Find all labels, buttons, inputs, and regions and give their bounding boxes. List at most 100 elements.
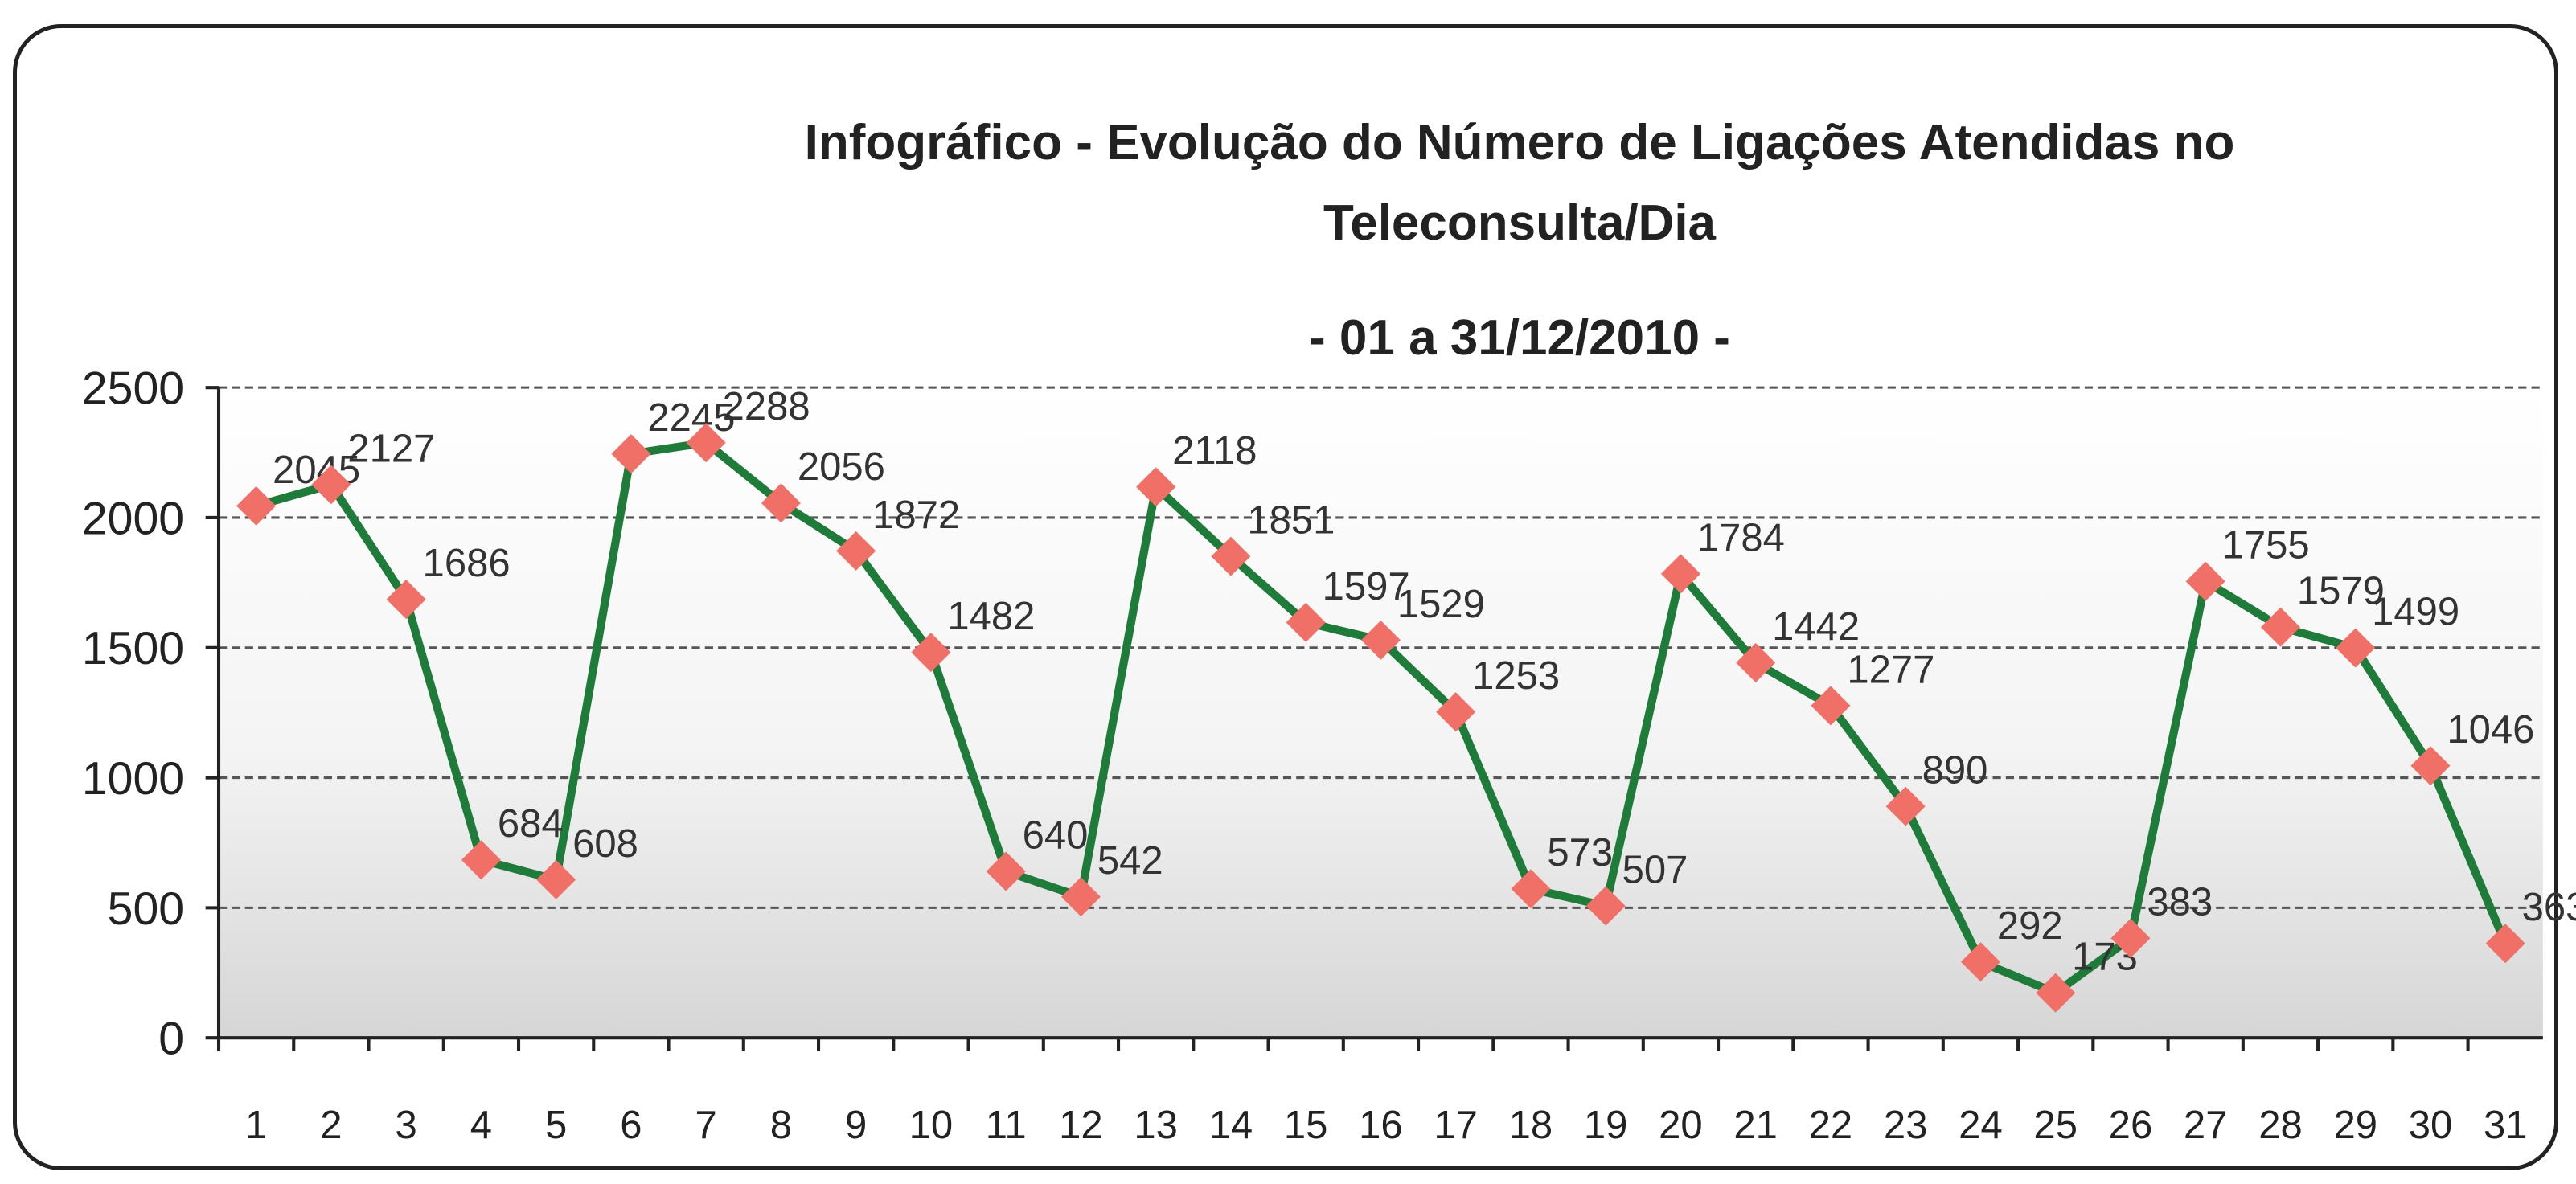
x-tick-label: 7 [695, 1104, 717, 1147]
marker [1960, 942, 2000, 982]
marker [2336, 628, 2376, 668]
data-label: 1499 [2372, 590, 2459, 633]
marker [611, 434, 651, 474]
data-label: 1579 [2297, 570, 2385, 613]
marker [1060, 877, 1101, 917]
x-tick-label: 13 [1134, 1104, 1178, 1147]
marker [2485, 924, 2525, 964]
marker [1436, 692, 1476, 732]
x-tick-label: 30 [2409, 1104, 2453, 1147]
marker [536, 859, 576, 899]
x-tick-label: 15 [1284, 1104, 1328, 1147]
marker [2410, 746, 2451, 786]
data-label: 573 [1547, 831, 1613, 875]
marker [911, 633, 951, 673]
x-tick-label: 29 [2333, 1104, 2377, 1147]
x-tick-label: 5 [545, 1104, 567, 1147]
x-tick-label: 18 [1509, 1104, 1553, 1147]
x-tick-label: 20 [1659, 1104, 1703, 1147]
x-tick-label: 31 [2484, 1104, 2528, 1147]
data-label: 1253 [1472, 654, 1560, 698]
x-tick-label: 3 [396, 1104, 417, 1147]
x-tick-label: 23 [1884, 1104, 1928, 1147]
marker [1660, 554, 1700, 594]
x-tick-label: 19 [1584, 1104, 1628, 1147]
data-label: 1597 [1323, 565, 1410, 608]
x-tick-label: 17 [1434, 1104, 1478, 1147]
data-label: 1482 [947, 595, 1035, 638]
marker [2260, 607, 2300, 647]
data-label: 363 [2522, 886, 2576, 929]
data-label: 1851 [1247, 499, 1335, 543]
x-tick-label: 2 [320, 1104, 342, 1147]
x-tick-label: 10 [909, 1104, 954, 1147]
data-label: 2118 [1172, 429, 1257, 473]
marker [2036, 973, 2076, 1013]
marker [311, 465, 351, 505]
data-label: 640 [1023, 813, 1089, 857]
x-tick-label: 1 [245, 1104, 267, 1147]
data-label: 1686 [423, 542, 511, 585]
x-tick-label: 16 [1359, 1104, 1403, 1147]
y-tick-label: 2000 [82, 493, 184, 544]
data-label: 1755 [2222, 524, 2310, 567]
x-tick-label: 26 [2109, 1104, 2153, 1147]
x-tick-label: 24 [1959, 1104, 2003, 1147]
marker [1885, 786, 1926, 826]
data-label: 1277 [1847, 648, 1934, 691]
data-label: 1046 [2447, 708, 2534, 752]
x-tick-label: 8 [770, 1104, 792, 1147]
data-label: 684 [498, 802, 564, 846]
data-label: 1784 [1697, 516, 1785, 559]
x-tick-label: 14 [1209, 1104, 1253, 1147]
x-tick-label: 9 [845, 1104, 867, 1147]
data-label: 2056 [798, 445, 885, 489]
y-tick-label: 2500 [82, 363, 184, 415]
data-label: 292 [1997, 904, 2063, 948]
data-label: 608 [572, 822, 638, 866]
data-label: 2127 [347, 427, 435, 470]
marker [1585, 886, 1626, 926]
marker [1736, 643, 1776, 683]
y-tick-label: 1000 [82, 753, 184, 805]
marker [761, 483, 801, 523]
x-tick-label: 22 [1809, 1104, 1853, 1147]
marker [2185, 561, 2225, 601]
x-tick-label: 11 [986, 1104, 1027, 1147]
plot-background [219, 387, 2543, 1039]
y-tick-label: 0 [158, 1014, 184, 1065]
x-tick-label: 6 [620, 1104, 642, 1147]
marker [1211, 536, 1251, 576]
data-label: 2288 [723, 385, 810, 428]
marker [686, 423, 726, 463]
marker [1811, 686, 1851, 726]
data-label: 1529 [1397, 583, 1485, 626]
data-label: 383 [2147, 881, 2213, 924]
x-tick-label: 25 [2033, 1104, 2078, 1147]
marker [461, 840, 501, 880]
data-label: 890 [1922, 749, 1988, 793]
chart-title: Infográfico - Evolução do Número de Liga… [804, 115, 2235, 251]
x-tick-label: 28 [2258, 1104, 2303, 1147]
data-label: 542 [1097, 839, 1163, 883]
marker [236, 485, 277, 526]
marker [2110, 918, 2151, 958]
data-label: 1872 [872, 494, 960, 537]
marker [1286, 602, 1326, 642]
y-tick-label: 1500 [82, 623, 184, 674]
x-tick-label: 12 [1059, 1104, 1103, 1147]
data-label: 2245 [647, 396, 735, 440]
x-tick-label: 21 [1733, 1104, 1778, 1147]
y-tick-label: 500 [108, 883, 184, 935]
x-tick-label: 4 [470, 1104, 492, 1147]
data-label: 1442 [1772, 605, 1860, 649]
marker [386, 580, 426, 620]
marker [986, 851, 1026, 891]
x-tick-label: 27 [2184, 1104, 2228, 1147]
marker [1360, 620, 1401, 660]
data-label: 507 [1622, 849, 1688, 892]
chart-frame [13, 24, 2558, 1170]
chart-subtitle: - 01 a 31/12/2010 - [1309, 310, 1730, 366]
